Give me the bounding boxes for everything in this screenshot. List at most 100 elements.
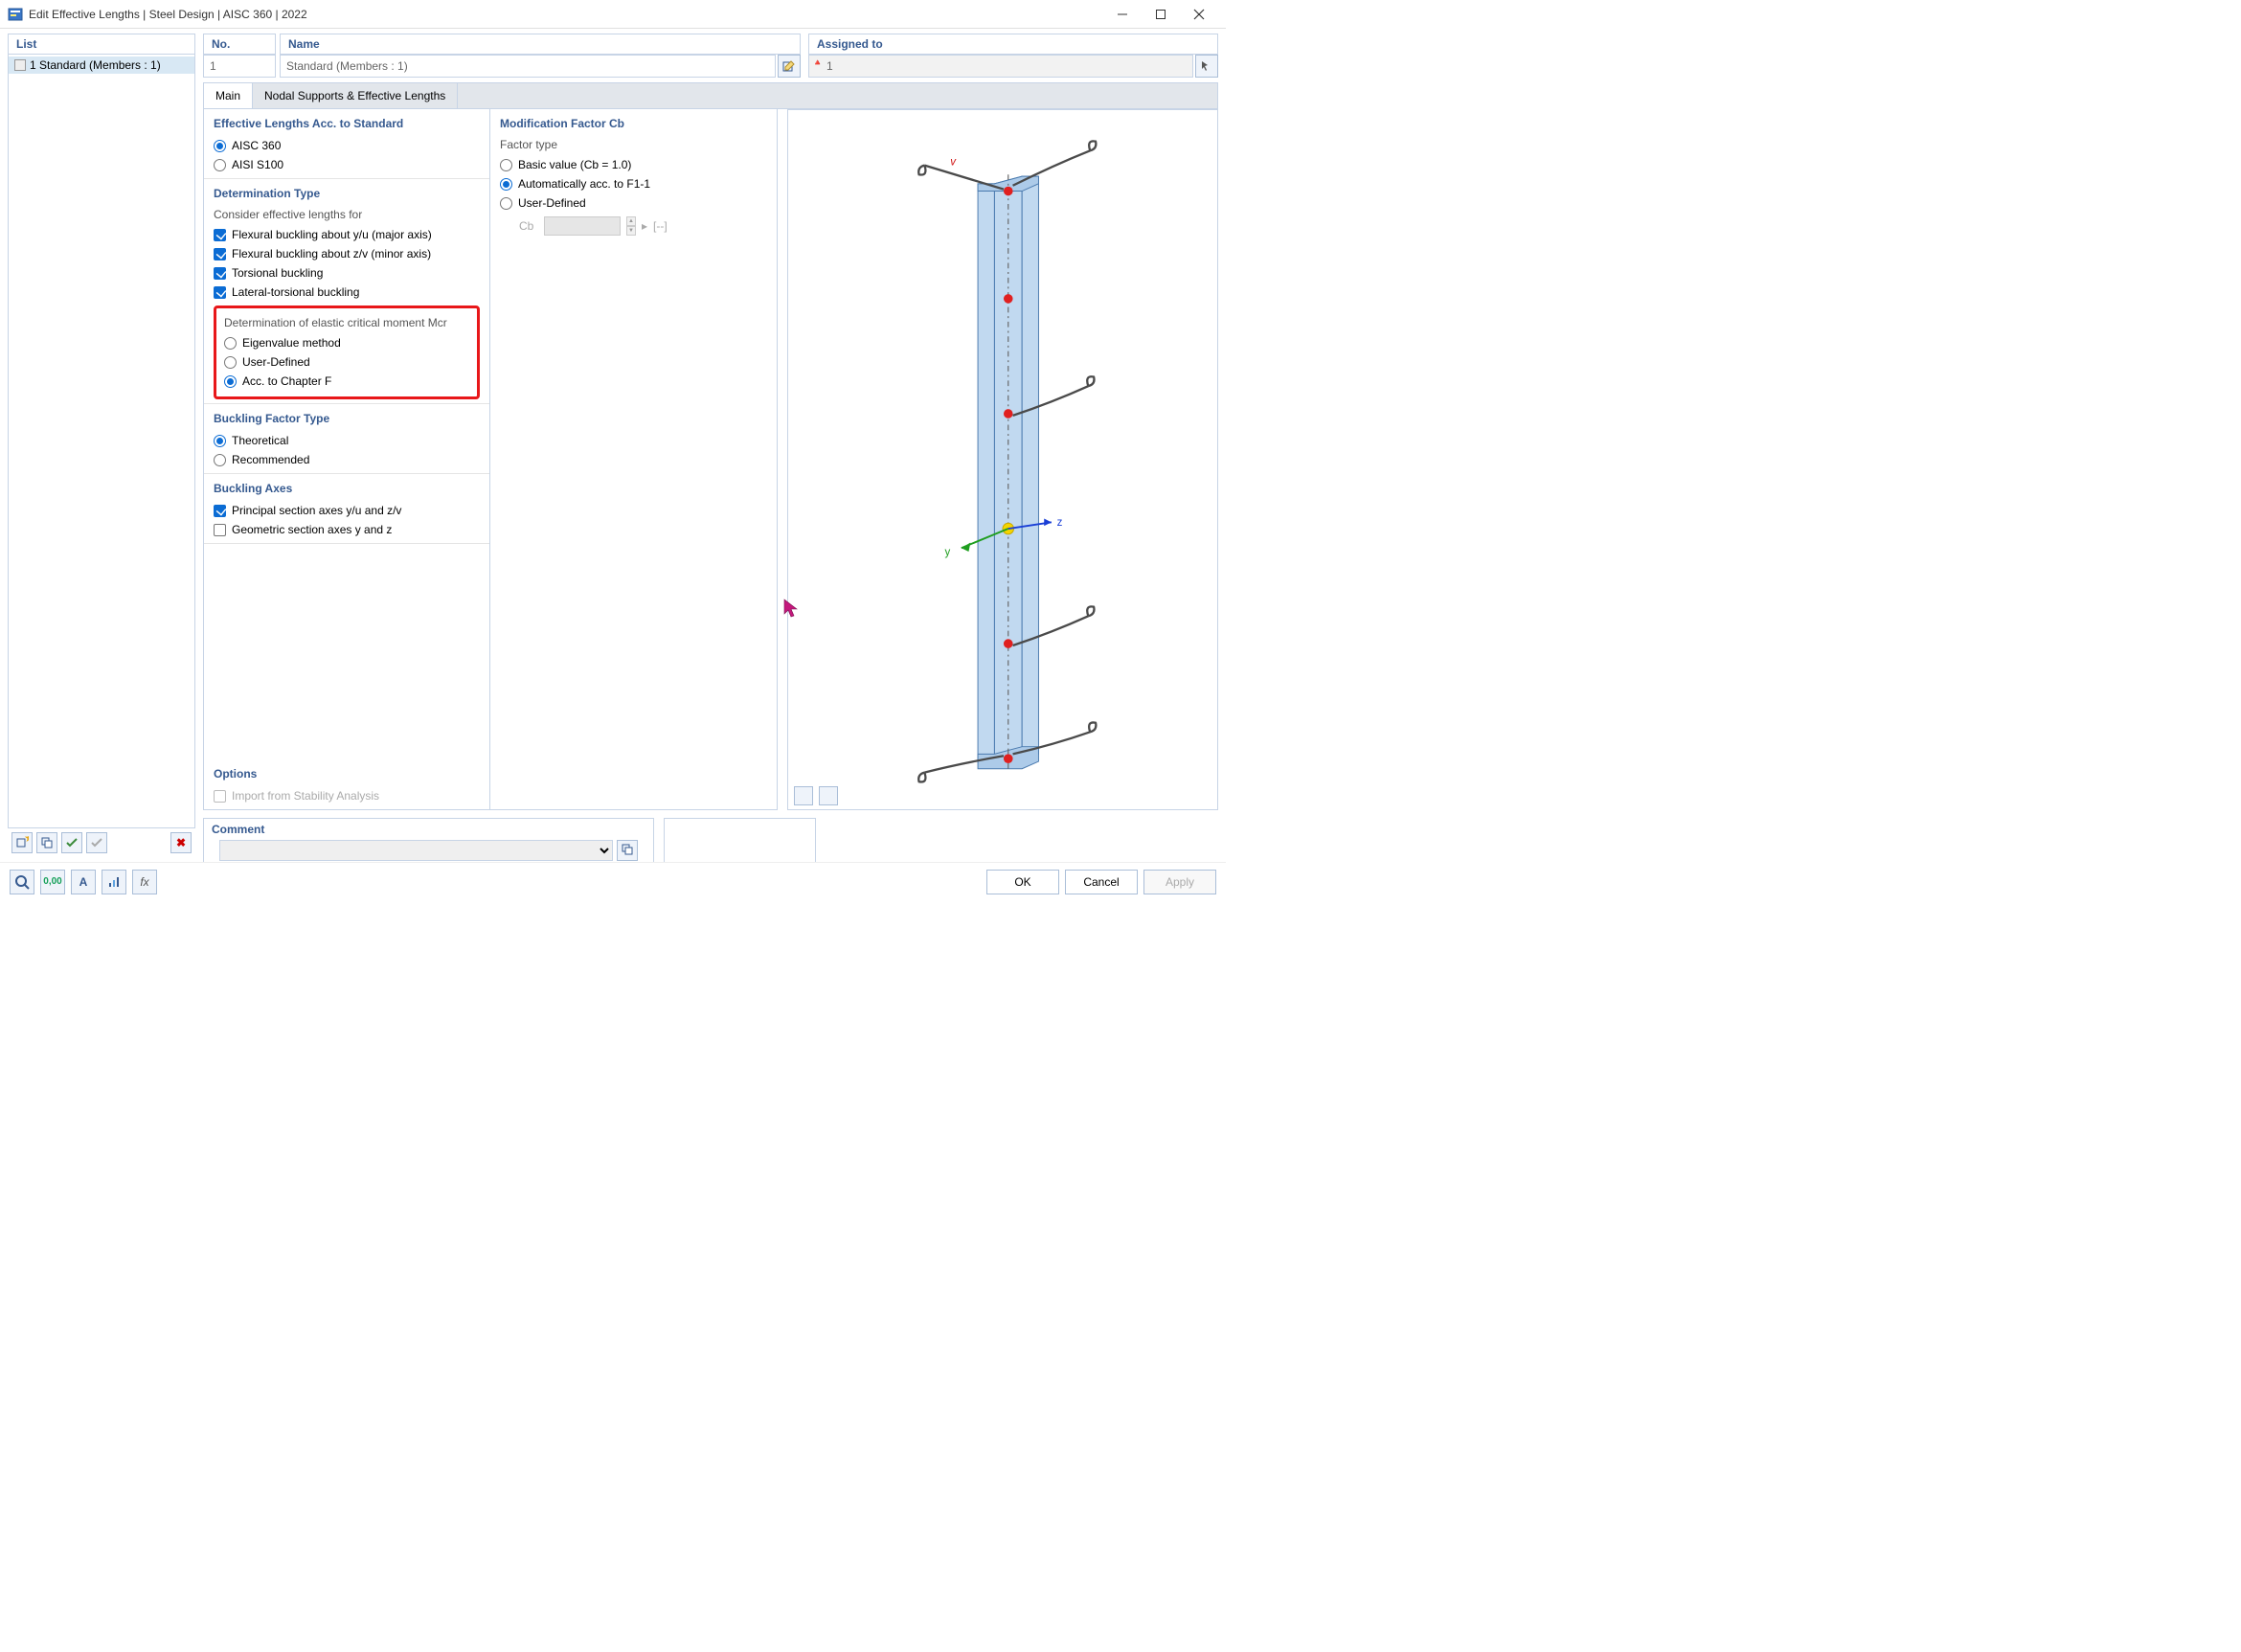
footer-tool-precision[interactable]: 0,00: [40, 870, 65, 894]
cb-value-input: [544, 216, 621, 236]
footer-tool-graph[interactable]: [102, 870, 126, 894]
svg-text:★: ★: [24, 836, 29, 845]
copy-item-button[interactable]: [36, 832, 57, 853]
chk-ltb[interactable]: Lateral-torsional buckling: [214, 283, 480, 302]
chk-import-stability: Import from Stability Analysis: [214, 786, 480, 805]
tab-nodal-supports[interactable]: Nodal Supports & Effective Lengths: [253, 83, 458, 108]
group-determination-type-title: Determination Type: [214, 187, 480, 200]
footer-bar: 0,00 A fx OK Cancel Apply: [0, 862, 1226, 900]
radio-icon: [214, 454, 226, 466]
cb-label: Cb: [519, 219, 538, 233]
apply-button: Apply: [1143, 870, 1216, 894]
cb-unit: [--]: [653, 219, 668, 233]
checkbox-icon: [214, 248, 226, 260]
preview-3d[interactable]: z y v: [787, 109, 1218, 810]
checkbox-icon: [214, 286, 226, 299]
new-item-button[interactable]: ★: [11, 832, 33, 853]
cb-stepper: ▲▼: [626, 216, 636, 236]
preview-svg: z y v: [788, 110, 1217, 809]
cancel-button[interactable]: Cancel: [1065, 870, 1138, 894]
radio-icon: [224, 337, 237, 350]
checkbox-icon: [214, 267, 226, 280]
check-button[interactable]: [61, 832, 82, 853]
close-button[interactable]: [1180, 1, 1218, 28]
opt-recommended[interactable]: Recommended: [214, 450, 480, 469]
footer-tool-fx[interactable]: fx: [132, 870, 157, 894]
radio-icon: [214, 435, 226, 447]
list-header: List: [8, 34, 195, 55]
comment-title: Comment: [212, 823, 645, 840]
list-toolbar: ★ ✖: [11, 832, 192, 853]
uncheck-button[interactable]: [86, 832, 107, 853]
cb-arrow-icon: ▸: [642, 219, 647, 233]
radio-icon: [224, 375, 237, 388]
opt-mcr-chapterf[interactable]: Acc. to Chapter F: [224, 372, 469, 391]
assigned-prefix-icon: 🔺: [812, 57, 823, 68]
radio-icon: [224, 356, 237, 369]
name-input[interactable]: [280, 55, 776, 78]
mcr-label: Determination of elastic critical moment…: [224, 314, 469, 333]
chk-principal-axes[interactable]: Principal section axes y/u and z/v: [214, 501, 480, 520]
mcr-highlight-box: Determination of elastic critical moment…: [214, 306, 480, 399]
chk-flex-minor[interactable]: Flexural buckling about z/v (minor axis): [214, 244, 480, 263]
list-item[interactable]: 1 Standard (Members : 1): [9, 57, 194, 74]
preview-tool-2[interactable]: [819, 786, 838, 805]
group-effective-lengths-title: Effective Lengths Acc. to Standard: [214, 117, 480, 130]
tab-main[interactable]: Main: [204, 83, 253, 108]
group-buckling-factor-title: Buckling Factor Type: [214, 412, 480, 425]
opt-cb-auto[interactable]: Automatically acc. to F1-1: [500, 174, 767, 193]
group-options-title: Options: [214, 767, 480, 781]
assigned-input[interactable]: [808, 55, 1193, 78]
checkbox-icon: [214, 229, 226, 241]
checkbox-icon: [214, 505, 226, 517]
footer-tool-zoom[interactable]: [10, 870, 34, 894]
comment-select[interactable]: [219, 840, 613, 861]
axis-y-label: y: [944, 547, 950, 558]
factor-type-label: Factor type: [500, 136, 767, 155]
checkbox-icon: [214, 524, 226, 536]
no-input[interactable]: [203, 55, 276, 78]
opt-cb-user[interactable]: User-Defined: [500, 193, 767, 213]
comment-copy-button[interactable]: [617, 840, 638, 861]
opt-mcr-user[interactable]: User-Defined: [224, 352, 469, 372]
list-item-swatch: [14, 59, 26, 71]
assigned-label: Assigned to: [808, 34, 1218, 55]
opt-aisi-s100[interactable]: AISI S100: [214, 155, 480, 174]
checkbox-icon: [214, 790, 226, 803]
preview-tool-1[interactable]: [794, 786, 813, 805]
name-edit-button[interactable]: [778, 55, 801, 78]
radio-icon: [500, 159, 512, 171]
chk-flex-major[interactable]: Flexural buckling about y/u (major axis): [214, 225, 480, 244]
maximize-button[interactable]: [1142, 1, 1180, 28]
opt-cb-basic[interactable]: Basic value (Cb = 1.0): [500, 155, 767, 174]
opt-theoretical[interactable]: Theoretical: [214, 431, 480, 450]
opt-aisc360[interactable]: AISC 360: [214, 136, 480, 155]
radio-icon: [500, 178, 512, 191]
radio-icon: [500, 197, 512, 210]
mouse-cursor: [783, 599, 801, 622]
window-title: Edit Effective Lengths | Steel Design | …: [29, 8, 1103, 21]
opt-mcr-eigen[interactable]: Eigenvalue method: [224, 333, 469, 352]
group-modification-cb-title: Modification Factor Cb: [500, 117, 767, 130]
consider-label: Consider effective lengths for: [214, 206, 480, 225]
axis-z-label: z: [1057, 517, 1063, 529]
app-icon: [8, 7, 23, 22]
chk-geometric-axes[interactable]: Geometric section axes y and z: [214, 520, 480, 539]
chk-torsional[interactable]: Torsional buckling: [214, 263, 480, 283]
titlebar: Edit Effective Lengths | Steel Design | …: [0, 0, 1226, 29]
name-label: Name: [280, 34, 801, 55]
minimize-button[interactable]: [1103, 1, 1142, 28]
delete-button[interactable]: ✖: [170, 832, 192, 853]
cb-spinner-row: Cb ▲▼ ▸ [--]: [500, 213, 767, 236]
radio-icon: [214, 140, 226, 152]
no-label: No.: [203, 34, 276, 55]
ok-button[interactable]: OK: [986, 870, 1059, 894]
footer-tool-a[interactable]: A: [71, 870, 96, 894]
axis-v-label: v: [950, 157, 957, 169]
assigned-pick-button[interactable]: [1195, 55, 1218, 78]
list-panel: List 1 Standard (Members : 1) ★ ✖: [8, 34, 195, 857]
list-item-label: 1 Standard (Members : 1): [30, 58, 161, 72]
tab-bar: Main Nodal Supports & Effective Lengths: [203, 82, 1218, 109]
radio-icon: [214, 159, 226, 171]
group-buckling-axes-title: Buckling Axes: [214, 482, 480, 495]
